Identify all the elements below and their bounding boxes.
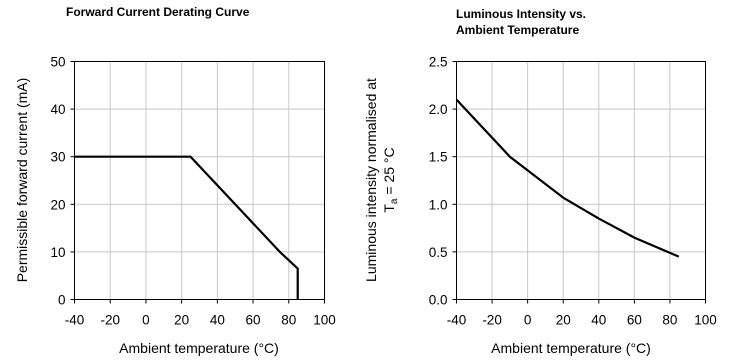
x-tick-label: 100 xyxy=(694,313,717,328)
chart2-y-axis-label-t: T xyxy=(381,204,397,213)
x-tick-label: 20 xyxy=(556,313,571,328)
chart1-y-axis-label: Permissible forward current (mA) xyxy=(14,78,30,283)
x-tick-label: 20 xyxy=(174,313,189,328)
x-tick-label: 80 xyxy=(662,313,677,328)
y-tick-label: 2.5 xyxy=(429,55,448,70)
chart2-x-ticks: -40 -20 0 20 40 60 80 100 xyxy=(447,313,717,328)
x-tick-label: 60 xyxy=(627,313,642,328)
chart2-grid xyxy=(452,61,706,304)
chart1-x-axis-label: Ambient temperature (°C) xyxy=(119,340,279,356)
chart2-y-axis-label-line2: Ta = 25 °C xyxy=(381,147,400,212)
y-tick-label: 1.5 xyxy=(429,150,448,165)
chart1-plot-frame xyxy=(74,61,325,300)
chart1-grid xyxy=(70,61,325,304)
y-tick-label: 1.0 xyxy=(429,197,448,212)
y-tick-label: 10 xyxy=(50,245,65,260)
chart2-plot-frame xyxy=(456,61,706,300)
chart2-y-axis-label-rest: = 25 °C xyxy=(381,147,397,198)
chart1-x-ticks: -40 -20 0 20 40 60 80 100 xyxy=(65,313,336,328)
chart1-title: Forward Current Derating Curve xyxy=(66,5,250,19)
chart-luminous-intensity: Luminous Intensity vs. Ambient Temperatu… xyxy=(363,7,717,356)
y-tick-label: 40 xyxy=(50,102,65,117)
chart2-title-line2: Ambient Temperature xyxy=(456,23,579,37)
chart2-y-ticks: 0.0 0.5 1.0 1.5 2.0 2.5 xyxy=(429,55,448,308)
chart2-title-line1: Luminous Intensity vs. xyxy=(456,7,586,21)
chart-forward-current: Forward Current Derating Curve -40 -20 0 20… xyxy=(14,5,336,356)
y-tick-label: 20 xyxy=(50,197,65,212)
x-tick-label: 100 xyxy=(313,313,336,328)
chart1-y-ticks: 0 10 20 30 40 50 xyxy=(50,55,65,308)
x-tick-label: -20 xyxy=(482,313,502,328)
x-tick-label: -40 xyxy=(65,313,85,328)
y-tick-label: 30 xyxy=(50,150,65,165)
x-tick-label: 40 xyxy=(210,313,225,328)
x-tick-label: 0 xyxy=(142,313,150,328)
chart1-series-line xyxy=(74,155,299,300)
x-tick-label: 0 xyxy=(524,313,532,328)
x-tick-label: -40 xyxy=(447,313,467,328)
chart2-y-axis-label-subscript: a xyxy=(389,198,400,204)
chart2-x-axis-label: Ambient temperature (°C) xyxy=(491,340,651,356)
chart2-series-line xyxy=(455,98,680,258)
y-tick-label: 0.5 xyxy=(429,245,448,260)
x-tick-label: 40 xyxy=(591,313,606,328)
y-tick-label: 0 xyxy=(58,293,66,308)
y-tick-label: 0.0 xyxy=(429,293,448,308)
x-tick-label: -20 xyxy=(100,313,120,328)
x-tick-label: 60 xyxy=(246,313,261,328)
y-tick-label: 50 xyxy=(50,55,65,70)
y-tick-label: 2.0 xyxy=(429,102,448,117)
x-tick-label: 80 xyxy=(281,313,296,328)
chart2-y-axis-label-line1: Luminous intensity normalised at xyxy=(363,78,379,282)
